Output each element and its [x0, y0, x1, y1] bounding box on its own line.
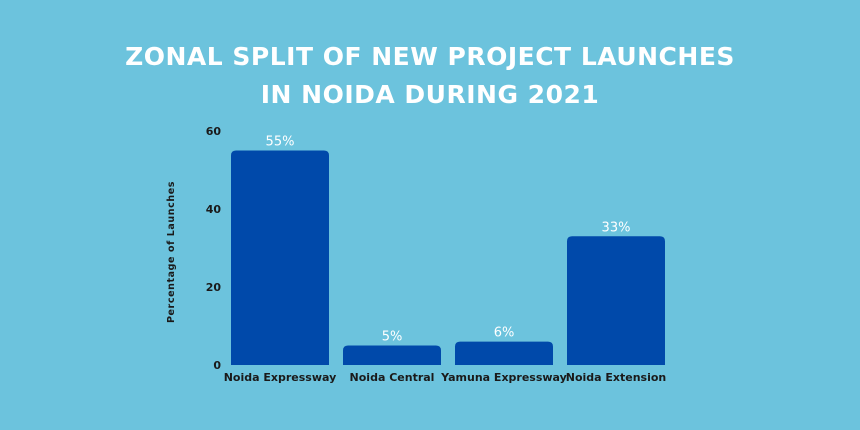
- y-tick-label: 20: [206, 281, 222, 294]
- bar-value-label: 55%: [266, 135, 295, 150]
- x-category-label: Noida Extension: [566, 371, 667, 384]
- y-tick-label: 40: [206, 203, 222, 216]
- x-category-label: Noida Central: [350, 371, 435, 384]
- bar-noida-expressway: [231, 150, 329, 365]
- chart-title-line-1: ZONAL SPLIT OF NEW PROJECT LAUNCHES: [125, 42, 735, 71]
- y-tick-label: 0: [213, 359, 221, 372]
- bar-noida-central: [343, 345, 441, 365]
- bar-value-label: 33%: [602, 220, 631, 235]
- x-category-label: Yamuna Expressway: [440, 371, 567, 384]
- y-tick-label: 60: [206, 125, 222, 138]
- bar-noida-extension: [567, 236, 665, 365]
- bar-yamuna-expressway: [455, 341, 553, 365]
- bar-value-label: 6%: [494, 326, 515, 341]
- chart-title: ZONAL SPLIT OF NEW PROJECT LAUNCHES IN N…: [0, 38, 860, 114]
- x-category-label: Noida Expressway: [224, 371, 337, 384]
- chart-title-line-2: IN NOIDA DURING 2021: [260, 80, 600, 109]
- y-axis-label: Percentage of Launches: [166, 181, 177, 323]
- bar-value-label: 5%: [382, 330, 403, 345]
